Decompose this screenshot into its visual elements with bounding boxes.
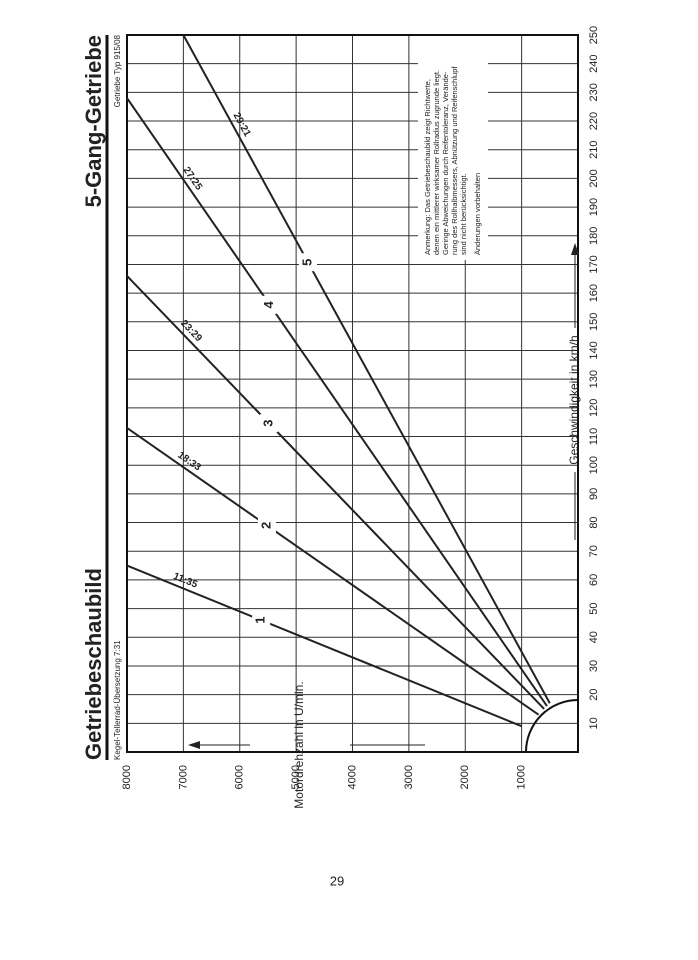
label-gap — [259, 414, 278, 433]
type-label: Getriebe Typ 915/08 — [113, 34, 122, 107]
gear-number: 3 — [260, 420, 275, 427]
y-tick-label: 1000 — [516, 765, 528, 789]
x-tick-label: 230 — [588, 83, 600, 101]
gear-line — [126, 97, 548, 707]
x-tick-label: 10 — [588, 717, 600, 729]
gear-line — [182, 34, 551, 704]
y-tick-label: 5000 — [290, 765, 302, 789]
subtitle: Kegel-Tellerrad-Übersetzung 7:31 — [113, 640, 122, 760]
x-tick-label: 220 — [588, 112, 600, 130]
x-tick-label: 60 — [588, 574, 600, 586]
gear-number: 2 — [258, 522, 273, 529]
x-tick-label: 100 — [588, 456, 600, 474]
x-tick-label: 160 — [588, 284, 600, 302]
x-tick-label: 210 — [588, 141, 600, 159]
x-tick-label: 80 — [588, 516, 600, 528]
arrow-head — [571, 243, 579, 255]
x-tick-label: 70 — [588, 545, 600, 557]
y-tick-label: 3000 — [403, 765, 415, 789]
label-gap — [252, 611, 271, 630]
label-gap — [260, 295, 279, 314]
note-footer: Änderungen vorbehalten — [473, 173, 482, 255]
x-tick-label: 120 — [588, 399, 600, 417]
x-tick-label: 140 — [588, 341, 600, 359]
x-tick-label: 180 — [588, 227, 600, 245]
x-tick-label: 190 — [588, 198, 600, 216]
note-line: Anmerkung: Das Getriebeschaubild zeigt R… — [423, 79, 432, 255]
x-tick-label: 20 — [588, 689, 600, 701]
note-box — [418, 36, 488, 260]
arrow-head — [188, 741, 200, 749]
gear-number: 1 — [253, 617, 268, 624]
label-gap — [257, 516, 276, 535]
y-axis-title: Motordrehzahl in U/min. — [292, 681, 306, 808]
gear-ratio: 29:21 — [231, 111, 253, 139]
x-tick-label: 90 — [588, 488, 600, 500]
gear-number: 5 — [299, 259, 314, 266]
x-tick-label: 130 — [588, 370, 600, 388]
frame — [126, 34, 579, 753]
y-tick-label: 6000 — [234, 765, 246, 789]
x-tick-label: 150 — [588, 313, 600, 331]
note-line: rung des Rollhalbmessers, Abnützung und … — [450, 66, 459, 255]
x-tick-label: 50 — [588, 602, 600, 614]
gear-line — [126, 427, 540, 716]
y-tick-label: 4000 — [346, 765, 358, 789]
x-tick-label: 40 — [588, 631, 600, 643]
x-tick-label: 170 — [588, 255, 600, 273]
page-title: Getriebeschaubild — [81, 568, 106, 760]
x-tick-label: 200 — [588, 169, 600, 187]
x-tick-label: 30 — [588, 660, 600, 672]
x-tick-label: 110 — [588, 428, 600, 446]
y-tick-label: 7000 — [177, 765, 189, 789]
note-line: denen ein mittlerer wirksamer Rollradius… — [432, 70, 441, 255]
gearbox-title: 5-Gang-Getriebe — [81, 35, 106, 207]
x-tick-label: 240 — [588, 55, 600, 73]
label-gap — [298, 253, 317, 272]
y-tick-label: 8000 — [121, 765, 133, 789]
x-axis-title: Geschwindigkeit in km/h — [567, 335, 581, 464]
gear-line — [126, 275, 545, 710]
page-number: 29 — [330, 873, 344, 888]
gear-line — [126, 564, 523, 728]
gear-ratio: 11:35 — [172, 571, 200, 591]
origin-arc — [525, 699, 579, 753]
note-line: Geringe Abweichungen durch Reifentoleran… — [441, 71, 450, 255]
note-line: sind nicht berücksichtigt. — [459, 173, 468, 255]
x-tick-label: 250 — [588, 26, 600, 44]
y-tick-label: 2000 — [459, 765, 471, 789]
gear-number: 4 — [261, 300, 276, 308]
